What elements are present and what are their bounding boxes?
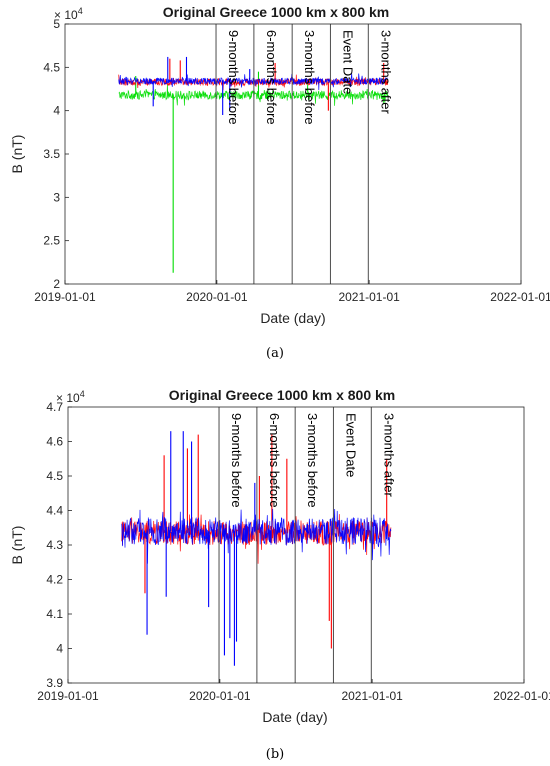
y-tick-label: 4 xyxy=(53,104,60,118)
event-label: 3-months before xyxy=(302,30,317,125)
event-label: Event Date xyxy=(343,413,358,477)
multiplier-exponent: 4 xyxy=(78,6,83,16)
event-label: 9-months before xyxy=(229,413,244,508)
x-tick-label: 2019-01-01 xyxy=(37,689,99,703)
series-line xyxy=(118,73,389,91)
event-label: Event Date xyxy=(340,30,355,94)
event-label: 3-months after xyxy=(381,413,396,497)
y-axis-label: B (nT) xyxy=(9,135,25,174)
y-tick-label: 4.2 xyxy=(46,573,63,587)
plot-frame xyxy=(67,406,525,684)
axis-multiplier: × 104 xyxy=(54,6,83,22)
y-tick-label: 4.5 xyxy=(43,60,60,74)
x-tick-label: 2022-01-01 xyxy=(493,689,550,703)
y-tick-label: 4.5 xyxy=(46,469,63,483)
series-line xyxy=(121,508,392,564)
y-tick-label: 2 xyxy=(53,277,60,291)
y-tick-label: 4.4 xyxy=(46,504,63,518)
y-tick-label: 4 xyxy=(56,642,63,656)
x-axis-label: Date (day) xyxy=(262,709,327,725)
x-tick-label: 2021-01-01 xyxy=(341,689,403,703)
event-label: 6-months before xyxy=(264,30,279,125)
y-tick-label: 4.3 xyxy=(46,538,63,552)
chart-title: Original Greece 1000 km x 800 km xyxy=(169,387,395,403)
event-label: 3-months after xyxy=(378,30,393,114)
x-tick-label: 2022-01-01 xyxy=(490,290,550,304)
multiplier-base: × 10 xyxy=(56,391,80,405)
x-tick-label: 2021-01-01 xyxy=(338,290,400,304)
plot-area: 9-months before 6-months before 3-months b… xyxy=(118,24,393,284)
x-tick-label: 2020-01-01 xyxy=(186,290,248,304)
x-axis-ticks: 2019-01-01 2020-01-01 2021-01-01 2022-01-01 xyxy=(34,280,550,304)
plot-frame xyxy=(64,23,522,285)
chart-title: Original Greece 1000 km x 800 km xyxy=(163,4,389,20)
x-axis-ticks: 2019-01-01 2020-01-01 2021-01-01 2022-01-01 xyxy=(37,679,550,703)
y-tick-label: 4.6 xyxy=(46,435,63,449)
plot-area: 9-months before 6-months before 3-months b… xyxy=(121,407,396,683)
y-axis-ticks: 3.9 4 4.1 4.2 4.3 4.4 4.5 4.6 4.7 xyxy=(46,400,72,690)
panel-label: (b) xyxy=(266,747,284,762)
multiplier-exponent: 4 xyxy=(80,389,85,399)
y-tick-label: 3 xyxy=(53,190,60,204)
y-tick-label: 3.5 xyxy=(43,147,60,161)
multiplier-base: × 10 xyxy=(54,8,78,22)
y-tick-label: 3.9 xyxy=(46,676,63,690)
x-axis-label: Date (day) xyxy=(260,310,325,326)
chart-panel-b: Original Greece 1000 km x 800 km × 104 9… xyxy=(9,387,550,762)
y-tick-label: 4.7 xyxy=(46,400,63,414)
y-tick-label: 4.1 xyxy=(46,607,63,621)
event-label: 3-months before xyxy=(305,413,320,508)
chart-panel-a: Original Greece 1000 km x 800 km × 104 9… xyxy=(9,4,550,361)
x-tick-label: 2020-01-01 xyxy=(189,689,251,703)
series-line xyxy=(118,83,389,106)
y-axis-label: B (nT) xyxy=(9,526,25,565)
event-label: 9-months before xyxy=(226,30,241,125)
y-tick-label: 2.5 xyxy=(43,234,60,248)
x-tick-label: 2019-01-01 xyxy=(34,290,96,304)
event-label: 6-months before xyxy=(267,413,282,508)
panel-label: (a) xyxy=(266,346,284,361)
y-axis-ticks: 2 2.5 3 3.5 4 4.5 5 xyxy=(43,17,69,291)
axis-multiplier: × 104 xyxy=(56,389,85,405)
y-tick-label: 5 xyxy=(53,17,60,31)
